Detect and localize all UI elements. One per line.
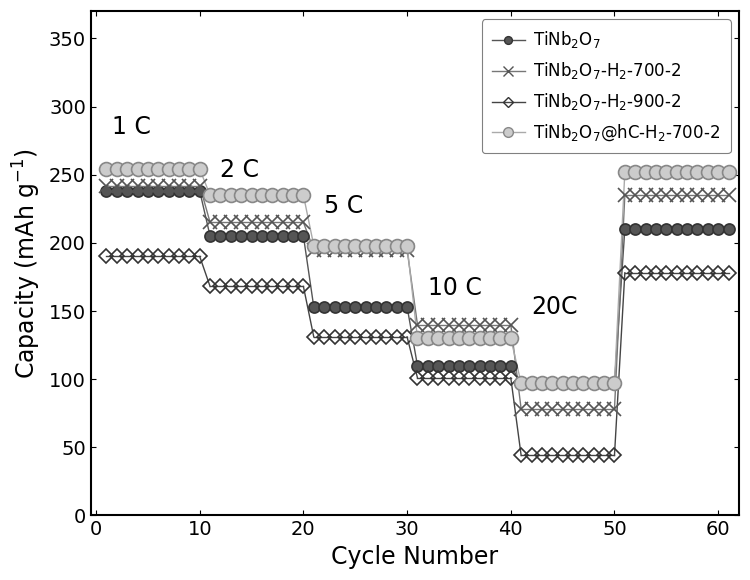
Text: 1 C: 1 C (112, 115, 151, 139)
Text: 20C: 20C (532, 295, 578, 319)
Legend: TiNb$_2$O$_7$, TiNb$_2$O$_7$-H$_2$-700-2, TiNb$_2$O$_7$-H$_2$-900-2, TiNb$_2$O$_: TiNb$_2$O$_7$, TiNb$_2$O$_7$-H$_2$-700-2… (482, 20, 730, 153)
Text: 1 C: 1 C (656, 115, 694, 139)
Text: 5 C: 5 C (324, 194, 364, 218)
Y-axis label: Capacity (mAh g$^{-1}$): Capacity (mAh g$^{-1}$) (11, 148, 44, 379)
Text: 10 C: 10 C (427, 276, 482, 300)
X-axis label: Cycle Number: Cycle Number (332, 545, 499, 569)
Text: 2 C: 2 C (220, 158, 260, 183)
